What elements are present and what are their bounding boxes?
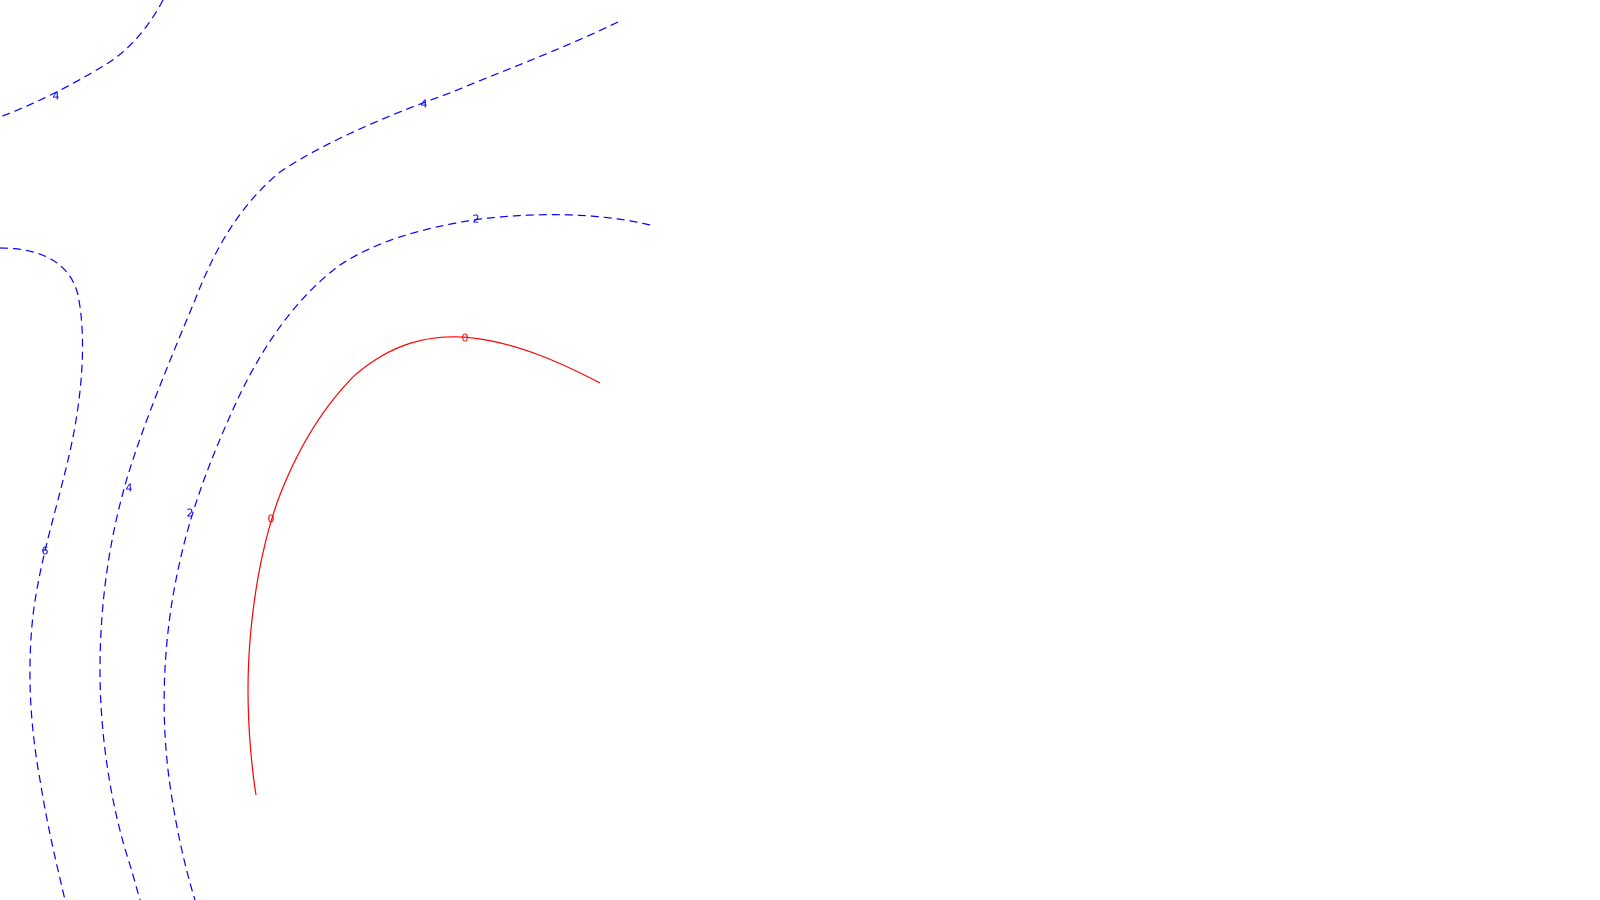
contour-line-level-4 xyxy=(99,21,619,900)
contour-line-level-6 xyxy=(0,247,84,900)
contour-line-level-4 xyxy=(0,0,164,118)
contour-label-level-2: 2 xyxy=(473,213,480,226)
contour-label-level-6: 6 xyxy=(42,545,49,558)
contour-label-level-0: 0 xyxy=(462,332,469,345)
contour-label-level-0: 0 xyxy=(268,513,275,526)
contour-line-level-2 xyxy=(163,214,651,900)
contour-label-level-4: 4 xyxy=(53,90,60,103)
contour-label-level-2: 2 xyxy=(187,507,194,520)
contour-label-level-4: 4 xyxy=(421,98,428,111)
contour-label-level-4: 4 xyxy=(126,482,133,495)
contour-line-level-0 xyxy=(247,336,601,796)
